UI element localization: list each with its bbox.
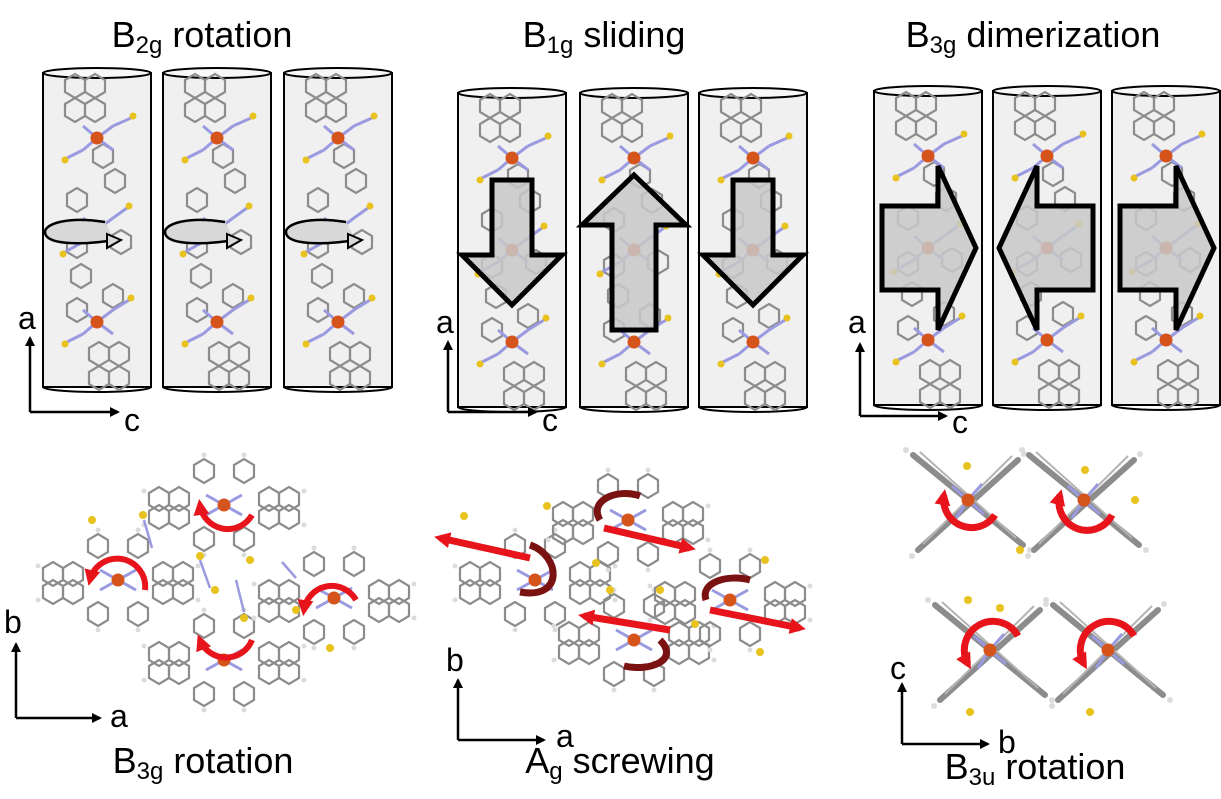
screw-arrow-icon	[578, 609, 671, 672]
left-arrow-icon	[996, 164, 1096, 332]
rotation-arrow-icon	[956, 617, 1022, 670]
axes-icon	[855, 342, 948, 421]
down-arrow-icon	[455, 177, 569, 309]
axes-icon	[443, 340, 538, 417]
axis-label-a-top-left: a	[18, 300, 36, 336]
axes-icon	[897, 682, 990, 749]
rotation-arrow-icon	[1049, 489, 1116, 534]
panel-b1g-sliding	[443, 87, 810, 417]
panel-title-ag-screwing: Ag screwing	[525, 740, 715, 785]
axis-label-c-top-right: c	[952, 404, 968, 440]
right-arrow-icon	[879, 164, 979, 332]
rotation-arrow-icon	[196, 634, 255, 661]
rotation-arrow-icon	[84, 555, 149, 591]
panel-title-b1g-sliding: B1g sliding	[522, 14, 686, 59]
axis-label-c-top-middle: c	[542, 402, 558, 438]
screw-arrow-icon	[434, 532, 557, 597]
panel-title-b2g-rotation: B2g rotation	[111, 14, 293, 59]
panel-title-b3g-rotation: B3g rotation	[112, 740, 294, 785]
rotation-arrow-icon	[284, 218, 365, 250]
up-arrow-icon	[575, 171, 693, 333]
rotation-arrow-icon	[1072, 617, 1138, 670]
down-arrow-icon	[696, 177, 810, 309]
axis-label-a-top-middle: a	[436, 304, 454, 340]
axis-label-a-top-right: a	[848, 304, 866, 340]
screw-arrow-icon	[593, 490, 696, 554]
axis-label-c-bottom-right: c	[890, 650, 906, 686]
rotation-arrow-icon	[163, 218, 244, 250]
panel-title-b3g-dimerization: B3g dimerization	[905, 14, 1161, 59]
rotation-arrow-icon	[934, 489, 998, 532]
axis-label-a-bottom-middle: a	[556, 718, 574, 754]
panel-b3g-rotation-bottom	[11, 451, 418, 723]
axes-icon	[11, 642, 102, 723]
screw-arrow-icon	[701, 574, 806, 634]
rotation-arrow-icon	[193, 499, 255, 533]
axis-label-a-bottom-left: a	[110, 698, 128, 734]
axes-icon	[453, 678, 546, 745]
panel-b3u-rotation	[897, 447, 1173, 749]
rotation-arrow-icon	[297, 582, 359, 616]
axis-label-b-bottom-left: b	[4, 604, 22, 640]
right-arrow-icon	[1117, 164, 1217, 332]
panel-b3g-dimerization	[855, 85, 1221, 421]
panel-b2g-rotation	[25, 67, 393, 417]
panel-ag-screwing	[434, 466, 814, 745]
axes-icon	[25, 336, 120, 417]
axis-label-c-top-left: c	[124, 402, 140, 438]
rotation-arrow-icon	[43, 218, 124, 250]
panel-title-b3u-rotation: B3u rotation	[944, 746, 1126, 791]
axis-label-b-bottom-middle: b	[446, 642, 464, 678]
axis-label-b-bottom-right: b	[998, 724, 1016, 760]
